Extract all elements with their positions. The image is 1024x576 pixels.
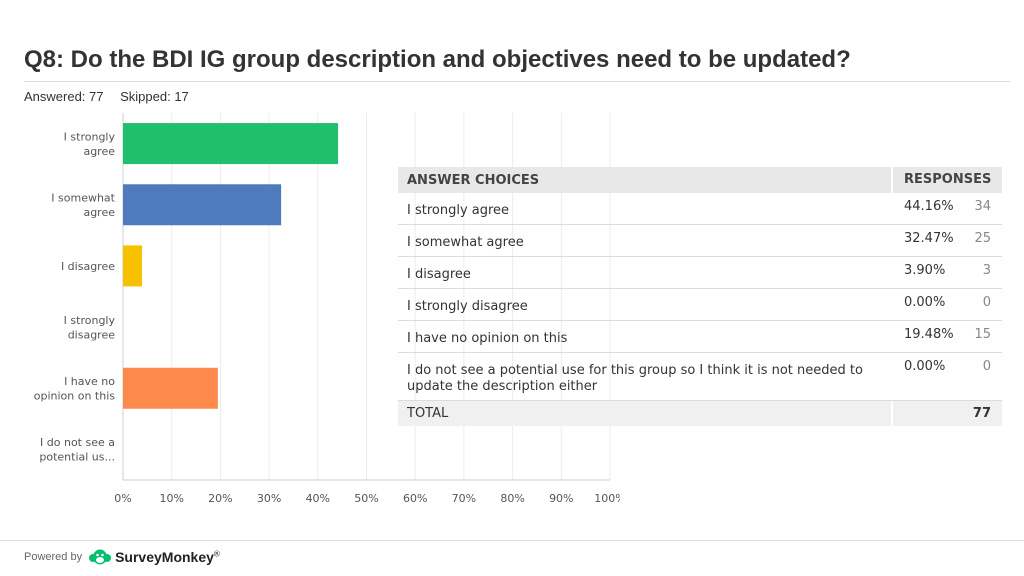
row-choice: I somewhat agree (407, 235, 524, 250)
row-percent: 3.90% (904, 263, 946, 278)
x-tick-label: 100% (594, 492, 620, 505)
monkey-icon (89, 549, 112, 565)
row-count: 15 (974, 327, 991, 342)
table-row: I have no opinion on this 19.48% 15 (398, 321, 1002, 353)
bar (123, 367, 218, 409)
category-label: agree (83, 206, 115, 219)
table-row: I strongly agree 44.16% 34 (398, 193, 1002, 225)
row-choice: I strongly agree (407, 203, 510, 218)
x-tick-label: 0% (114, 492, 131, 505)
category-label: potential us... (39, 451, 115, 464)
x-tick-label: 10% (159, 492, 183, 505)
row-percent: 19.48% (904, 327, 954, 342)
row-response: 0.00% 0 (891, 353, 1002, 400)
row-percent: 0.00% (904, 295, 946, 310)
total-label: TOTAL (407, 406, 449, 421)
table-row: I strongly disagree 0.00% 0 (398, 289, 1002, 321)
footer-divider (0, 540, 1024, 541)
row-count: 25 (974, 231, 991, 246)
row-choice: I have no opinion on this (407, 331, 568, 346)
footer: Powered by SurveyMonkey® (24, 549, 220, 565)
surveymonkey-logo[interactable]: SurveyMonkey® (88, 549, 220, 565)
brand-mark: ® (213, 549, 220, 559)
total-value: 77 (891, 401, 1002, 426)
category-label: I disagree (61, 260, 115, 273)
x-tick-label: 60% (403, 492, 427, 505)
category-label: agree (83, 145, 115, 158)
row-response: 19.48% 15 (891, 321, 1002, 352)
category-label: I do not see a (40, 436, 115, 449)
table-row: I disagree 3.90% 3 (398, 257, 1002, 289)
row-response: 32.47% 25 (891, 225, 1002, 256)
x-tick-label: 40% (306, 492, 330, 505)
row-choice: I disagree (407, 267, 471, 282)
row-response: 44.16% 34 (891, 193, 1002, 224)
category-label: I strongly (64, 314, 116, 327)
title-divider (24, 81, 1010, 82)
table-row: I somewhat agree 32.47% 25 (398, 225, 1002, 257)
x-tick-label: 50% (354, 492, 378, 505)
row-percent: 44.16% (904, 199, 954, 214)
x-tick-label: 70% (452, 492, 476, 505)
row-percent: 32.47% (904, 231, 954, 246)
table-header-row: ANSWER CHOICES RESPONSES (398, 167, 1002, 193)
bar (123, 184, 282, 226)
response-table: ANSWER CHOICES RESPONSES I strongly agre… (398, 167, 1002, 426)
category-label: I somewhat (51, 192, 115, 205)
bar (123, 123, 339, 165)
header-responses: RESPONSES (891, 167, 1002, 193)
row-percent: 0.00% (904, 359, 946, 374)
powered-by-label: Powered by (24, 551, 83, 563)
bar-chart: 0% 10% 20% 30% 40% 50% 60% 70% 80% 90% 100% I stron… (34, 113, 620, 505)
row-count: 34 (974, 199, 991, 214)
category-label: I have no (64, 375, 115, 388)
x-tick-label: 20% (208, 492, 232, 505)
row-response: 0.00% 0 (891, 289, 1002, 320)
category-label: disagree (68, 328, 116, 341)
page-title: Q8: Do the BDI IG group description and … (24, 46, 851, 73)
x-tick-label: 80% (500, 492, 524, 505)
table-row: I do not see a potential use for this gr… (398, 353, 1002, 401)
brand-name: SurveyMonkey® (115, 549, 220, 565)
header-answer-choices: ANSWER CHOICES (407, 172, 540, 188)
bar (123, 245, 142, 287)
row-choice: I do not see a potential use for this gr… (407, 363, 863, 394)
category-label: I strongly (64, 130, 116, 143)
row-count: 0 (982, 295, 991, 310)
row-response: 3.90% 3 (891, 257, 1002, 288)
category-label: opinion on this (34, 390, 116, 403)
skipped-count: Skipped: 17 (120, 89, 189, 104)
brand-text: SurveyMonkey (115, 549, 214, 565)
answered-count: Answered: 77 (24, 89, 104, 104)
response-stats: Answered: 77 Skipped: 17 (24, 89, 189, 104)
x-tick-label: 30% (257, 492, 281, 505)
x-tick-label: 90% (549, 492, 573, 505)
row-choice: I strongly disagree (407, 299, 528, 314)
row-count: 3 (982, 263, 991, 278)
row-count: 0 (982, 359, 991, 374)
table-total-row: TOTAL 77 (398, 401, 1002, 426)
